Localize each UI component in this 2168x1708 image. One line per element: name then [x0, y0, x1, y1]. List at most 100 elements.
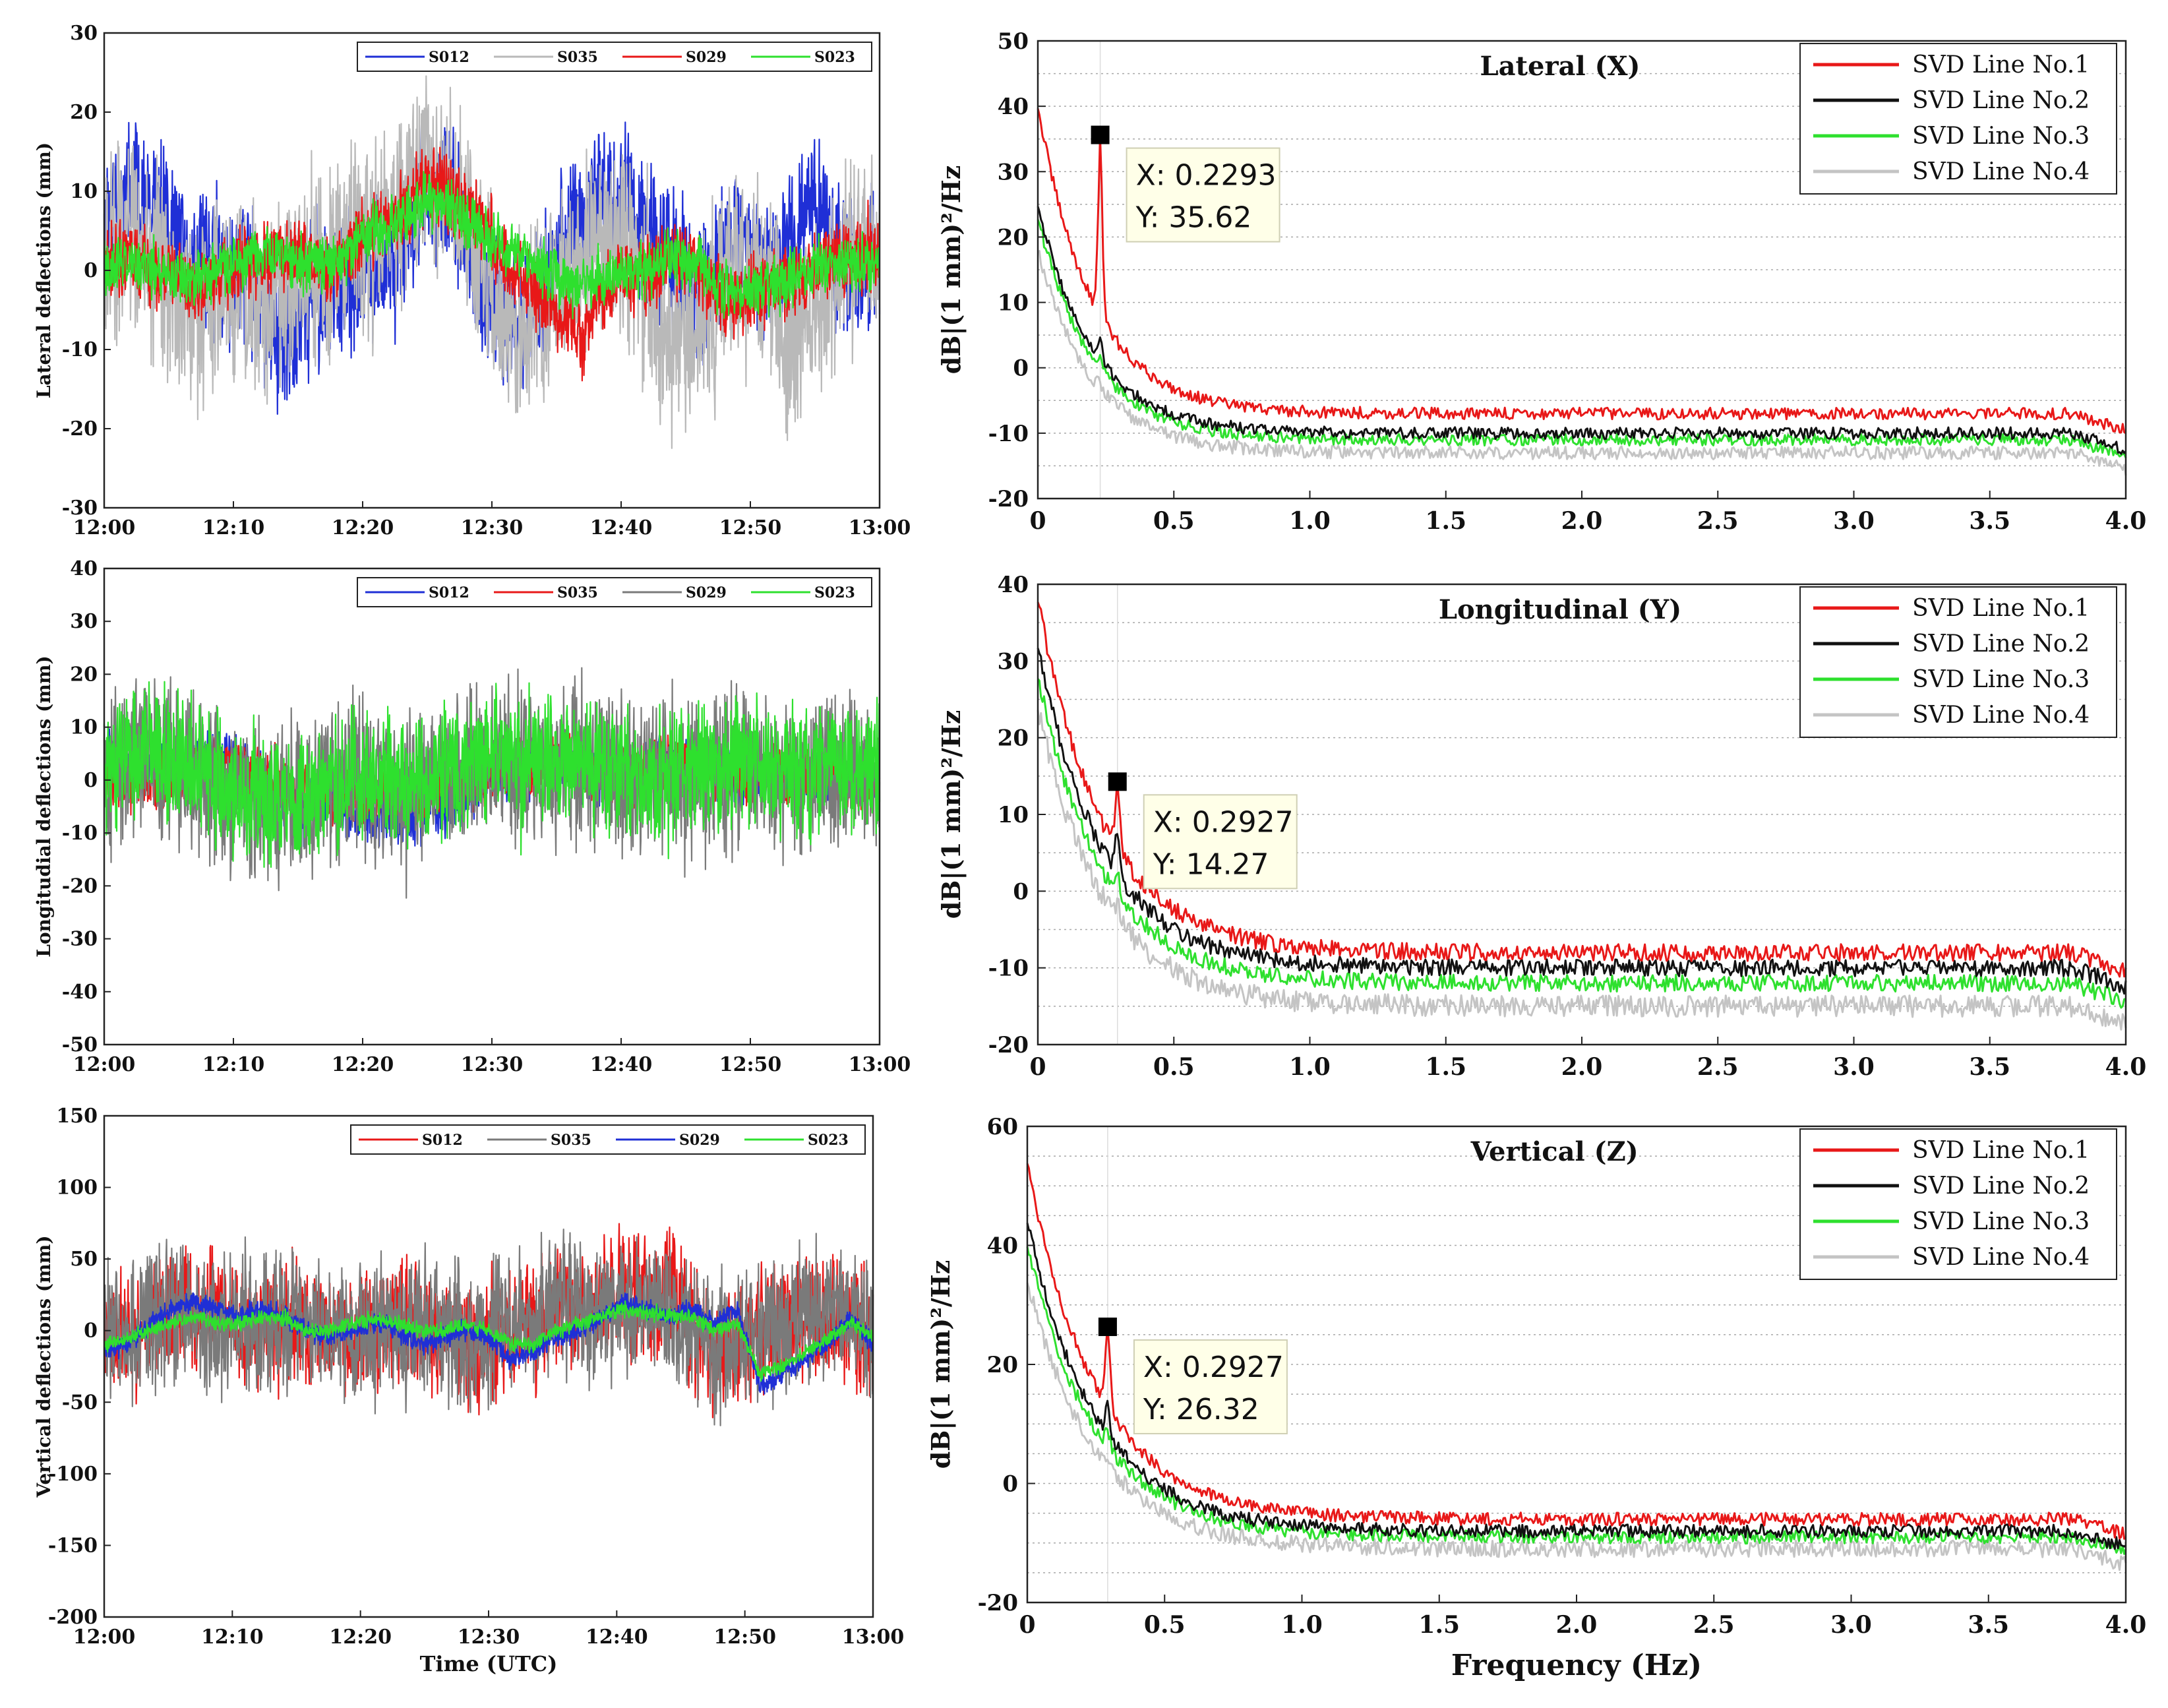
x-tick-label: 12:30 — [461, 1053, 524, 1076]
y-tick-label: 60 — [987, 1114, 1018, 1140]
legend-label: SVD Line No.2 — [1912, 1173, 2090, 1200]
series-line-s023 — [103, 1300, 874, 1382]
y-tick-label: -10 — [62, 338, 98, 361]
x-tick-label: 3.5 — [1969, 507, 2010, 535]
y-tick-label: 10 — [998, 290, 1029, 317]
y-tick-label: 0 — [84, 1320, 98, 1343]
x-tick-label: 12:40 — [586, 1626, 648, 1649]
x-tick-label: 1.5 — [1425, 507, 1466, 535]
legend-label: SVD Line No.2 — [1912, 87, 2090, 114]
x-tick-label: 3.0 — [1830, 1611, 1872, 1639]
legend-label: S012 — [429, 584, 469, 601]
datatip-box — [1143, 794, 1298, 890]
x-tick-label: 1.0 — [1289, 1053, 1331, 1081]
y-tick-label: -40 — [62, 981, 98, 1004]
x-tick-label: 12:10 — [202, 516, 265, 539]
y-tick-label: 40 — [998, 94, 1029, 120]
y-tick-label: -20 — [988, 486, 1029, 512]
y-tick-label: 40 — [987, 1233, 1018, 1260]
psd-line-2 — [1037, 648, 2127, 995]
series-line-s023 — [103, 171, 881, 320]
y-tick-label: -20 — [62, 874, 98, 898]
psd-line-4 — [1037, 710, 2127, 1031]
x-tick-label: 12:20 — [332, 1053, 394, 1076]
panel-title: Longitudinal (Y) — [1439, 594, 1681, 625]
legend-label: S023 — [814, 584, 855, 601]
y-tick-label: 20 — [987, 1352, 1018, 1378]
legend-label: SVD Line No.3 — [1912, 123, 2090, 150]
x-tick-label: 12:40 — [590, 1053, 653, 1076]
legend-box — [1799, 1128, 2117, 1280]
y-tick-label: 30 — [70, 610, 98, 633]
legend-label: S012 — [422, 1132, 463, 1149]
panel-title: Vertical (Z) — [1470, 1136, 1639, 1167]
x-tick-label: 0 — [1019, 1611, 1035, 1639]
legend-label: S012 — [429, 49, 469, 66]
x-tick-label: 12:20 — [332, 516, 394, 539]
y-axis-label: dB|(1 mm)²/Hz — [926, 1260, 955, 1469]
y-tick-label: 40 — [998, 572, 1029, 598]
panel-title: Lateral (X) — [1480, 51, 1641, 82]
x-tick-label: 12:50 — [719, 1053, 782, 1076]
datatip-x-label: X: 0.2293 — [1136, 159, 1277, 193]
x-tick-label: 13:00 — [842, 1626, 905, 1649]
y-tick-label: -100 — [48, 1463, 98, 1486]
datatip-y-label: Y: 35.62 — [1135, 201, 1252, 235]
y-tick-label: 50 — [70, 1248, 98, 1271]
y-tick-label: -30 — [62, 928, 98, 951]
x-tick-label: 0.5 — [1153, 1053, 1195, 1081]
y-tick-label: 30 — [998, 648, 1029, 675]
x-tick-label: 12:30 — [461, 516, 524, 539]
x-tick-label: 12:10 — [202, 1053, 265, 1076]
psd-line-1 — [1037, 601, 2127, 978]
legend: SVD Line No.1 SVD Line No.2 SVD Line No.3 S… — [1799, 1128, 2117, 1280]
y-tick-label: 10 — [998, 802, 1029, 828]
y-axis-label: dB|(1 mm)²/Hz — [936, 166, 966, 375]
x-tick-label: 12:00 — [73, 516, 136, 539]
x-tick-label: 2.5 — [1697, 507, 1739, 535]
x-tick-label: 1.5 — [1425, 1053, 1466, 1081]
legend-label: S035 — [557, 584, 598, 601]
legend-label: S029 — [686, 584, 727, 601]
x-tick-label: 2.0 — [1556, 1611, 1598, 1639]
x-axis-label: Time (UTC) — [420, 1651, 558, 1676]
y-tick-label: 0 — [1013, 878, 1029, 905]
legend-box — [1799, 586, 2117, 738]
x-tick-label: 3.0 — [1833, 1053, 1875, 1081]
x-tick-label: 3.0 — [1833, 507, 1875, 535]
psd-line-2 — [1037, 206, 2127, 455]
x-tick-label: 13:00 — [849, 516, 911, 539]
psd-line-3 — [1037, 219, 2127, 458]
datatip: X: 0.2293 Y: 35.62 — [1126, 147, 1280, 243]
x-tick-label: 12:00 — [73, 1053, 136, 1076]
x-tick-label: 2.0 — [1561, 507, 1603, 535]
y-tick-label: 20 — [70, 101, 98, 124]
psd-line-2 — [1026, 1223, 2126, 1550]
x-tick-label: 2.0 — [1561, 1053, 1603, 1081]
x-tick-label: 1.5 — [1418, 1611, 1460, 1639]
y-tick-label: -50 — [62, 1391, 98, 1414]
x-tick-label: 13:00 — [849, 1053, 911, 1076]
y-tick-label: 10 — [70, 716, 98, 739]
legend-label: SVD Line No.1 — [1912, 595, 2090, 622]
legend-label: SVD Line No.1 — [1912, 51, 2090, 78]
y-axis-label: Lateral deflections (mm) — [33, 142, 55, 398]
y-tick-label: -10 — [988, 956, 1029, 982]
legend-label: S035 — [557, 49, 598, 66]
datatip-marker — [1098, 1317, 1117, 1336]
x-tick-label: 12:10 — [201, 1626, 264, 1649]
x-tick-label: 3.5 — [1969, 1053, 2010, 1081]
x-tick-label: 4.0 — [2105, 1611, 2147, 1639]
legend-label: SVD Line No.3 — [1912, 1208, 2090, 1235]
x-tick-label: 2.5 — [1697, 1053, 1739, 1081]
x-tick-label: 12:50 — [713, 1626, 776, 1649]
y-tick-label: -30 — [62, 497, 98, 520]
y-tick-label: -10 — [62, 822, 98, 845]
x-tick-label: 3.5 — [1968, 1611, 2009, 1639]
